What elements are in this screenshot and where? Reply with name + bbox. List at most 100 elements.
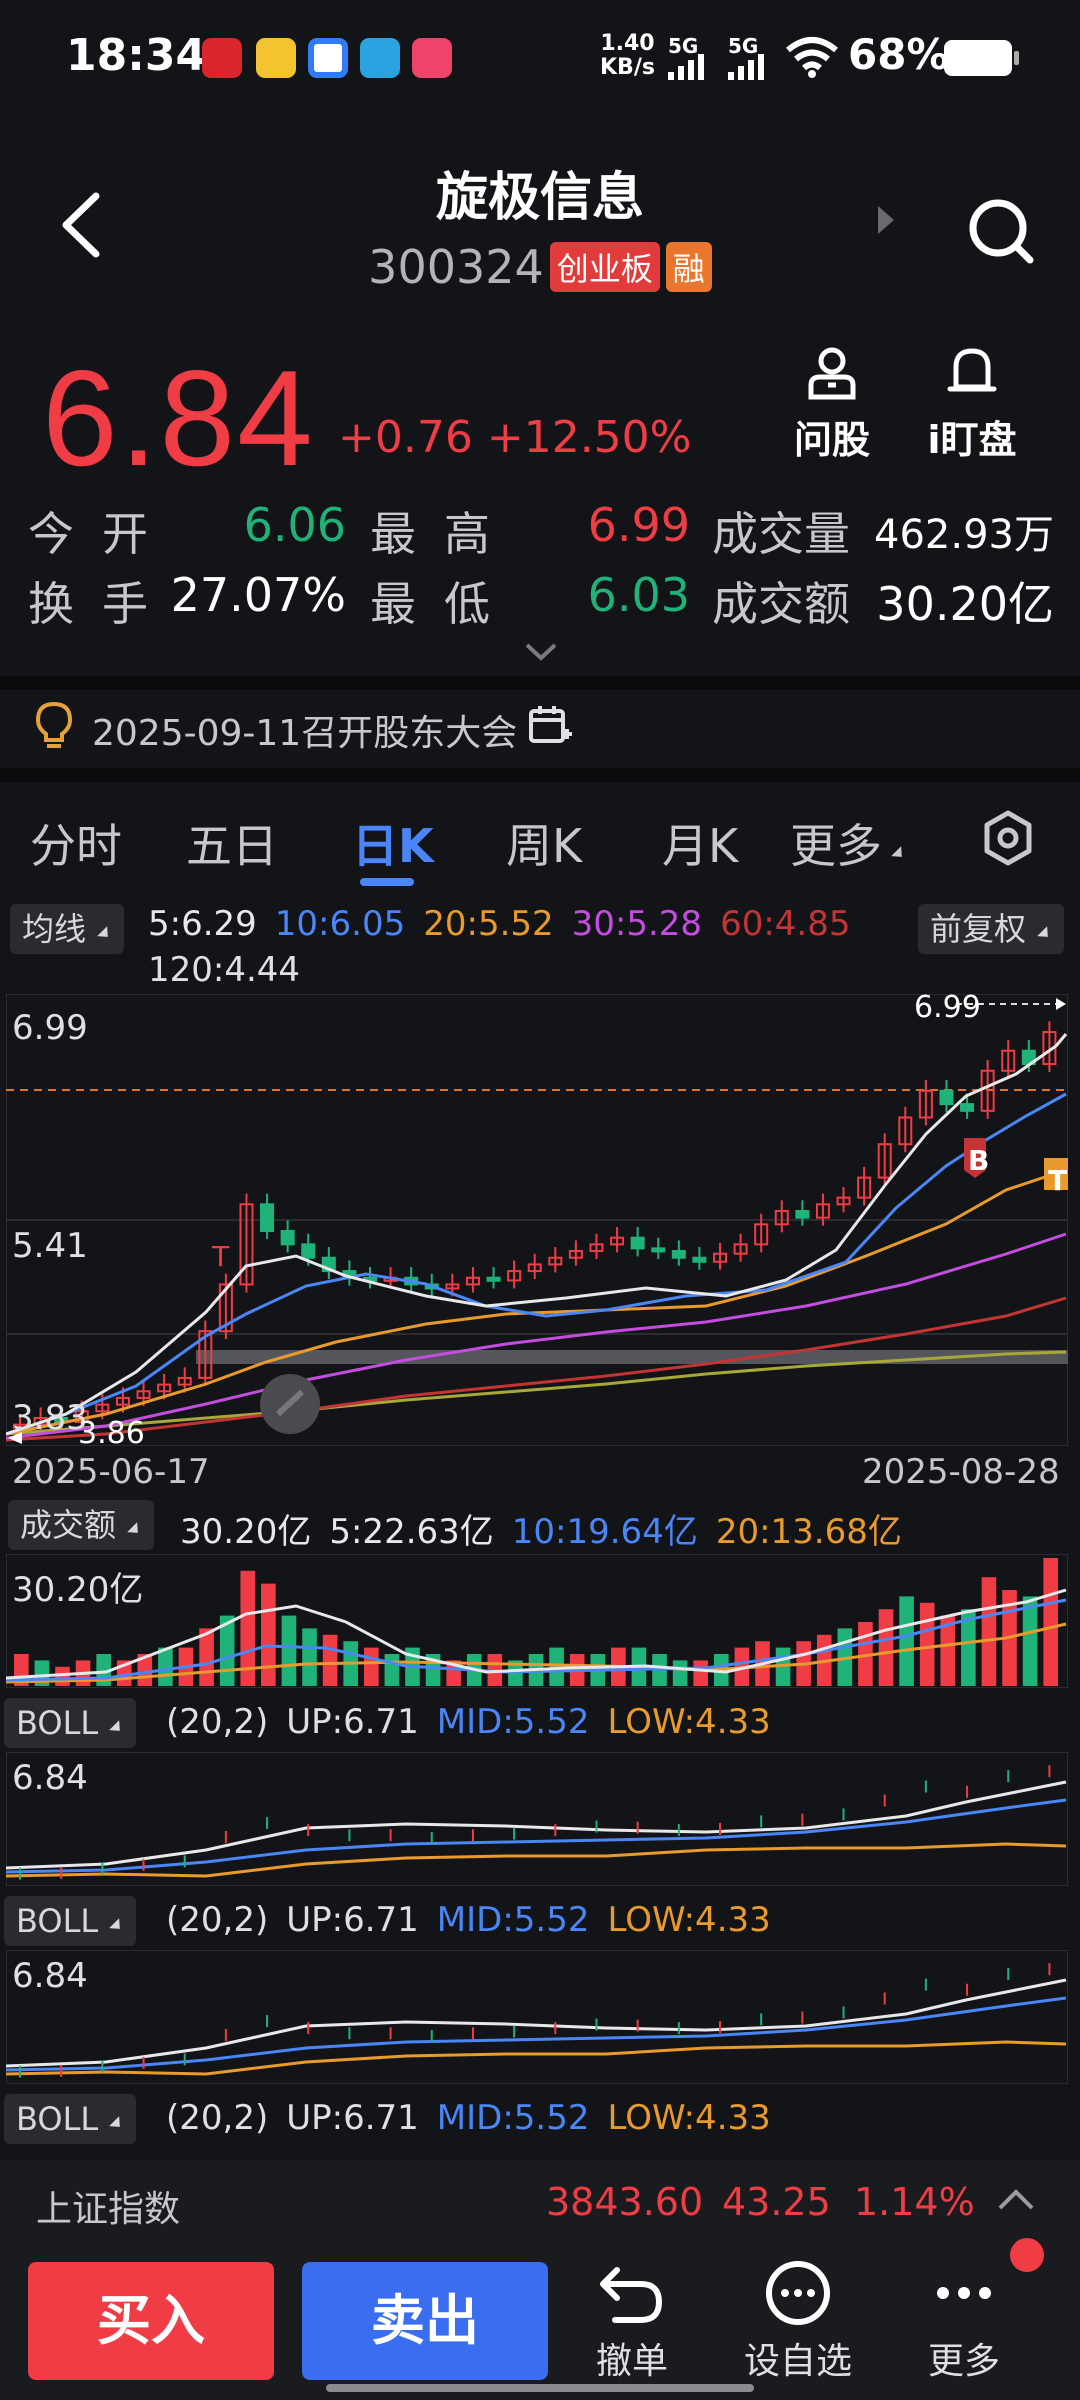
candle: [568, 1250, 583, 1259]
t-marker[interactable]: T: [1048, 1164, 1068, 1197]
candle: [301, 1243, 316, 1259]
weibo-icon: [256, 38, 296, 78]
ma120-line: [6, 1350, 1067, 1436]
candle: [980, 1069, 995, 1112]
search-icon[interactable]: [966, 196, 1036, 266]
ma-selector[interactable]: 均线: [10, 904, 125, 954]
boll-chart-1[interactable]: [6, 1752, 1068, 1886]
amount-bar: [384, 1654, 400, 1686]
low-value: 6.03: [587, 568, 690, 622]
notice-text[interactable]: 2025-09-11召开股东大会: [92, 713, 518, 754]
amount-chart-frame[interactable]: [6, 1554, 1068, 1688]
candle: [157, 1383, 172, 1393]
signal-icon: [728, 54, 764, 80]
candle: [198, 1330, 213, 1379]
candle: [527, 1263, 542, 1273]
back-icon[interactable]: [58, 190, 102, 260]
boll-low-line: [6, 2040, 1067, 2076]
boll-chart-frame-1[interactable]: [6, 1752, 1068, 1886]
index-bar[interactable]: [0, 2160, 1080, 2250]
kline-axis-high: 6.99: [12, 1008, 88, 1048]
index-pct: 1.14%: [854, 2180, 975, 2224]
amount-value: 30.20亿: [876, 577, 1054, 631]
add-watchlist-button[interactable]: 设自选: [728, 2258, 868, 2384]
more-button[interactable]: 更多: [894, 2258, 1034, 2384]
t-signal-marker[interactable]: T: [212, 1240, 230, 1273]
tab-monthly-k[interactable]: 月K: [662, 819, 739, 873]
index-change: 43.25: [722, 2180, 831, 2224]
bell-icon: [947, 348, 997, 392]
battery-icon: [944, 40, 1019, 76]
stock-code-row: 300324 创业板融: [0, 240, 1080, 296]
home-indicator[interactable]: [326, 2384, 754, 2392]
amount-bar: [1022, 1596, 1038, 1686]
board-tag: 创业板: [549, 241, 660, 292]
buy-button[interactable]: 买入: [28, 2262, 274, 2380]
b-marker[interactable]: B: [968, 1144, 990, 1177]
amount-axis: 30.20亿: [12, 1570, 144, 1610]
boll-chart-frame-2[interactable]: [6, 1950, 1068, 2084]
tab-five-day[interactable]: 五日: [186, 819, 278, 873]
amount-chart[interactable]: [6, 1554, 1068, 1688]
candle: [465, 1276, 480, 1286]
candle: [507, 1270, 522, 1282]
boll-selector-3[interactable]: BOLL: [4, 2094, 137, 2144]
tab-more[interactable]: 更多: [790, 810, 907, 876]
boll-up-line: [6, 1780, 1067, 1870]
next-stock-icon[interactable]: [876, 204, 896, 236]
settings-icon[interactable]: [980, 810, 1036, 866]
more-dots-icon: [937, 2287, 991, 2299]
adjust-selector[interactable]: 前复权: [918, 904, 1065, 954]
boll-chart-2[interactable]: [6, 1950, 1068, 2084]
end-date: 2025-08-28: [862, 1452, 1060, 1492]
candle: [177, 1376, 192, 1386]
ma5-line: [6, 1033, 1068, 1436]
wifi-icon: [786, 37, 838, 78]
status-time: 18:34: [66, 30, 207, 81]
boll-mid-line: [6, 1996, 1067, 2072]
start-date: 2025-06-17: [12, 1452, 210, 1492]
stock-code: 300324: [368, 240, 544, 294]
boll-mid-line: [6, 1798, 1067, 1874]
boll-selector-1[interactable]: BOLL: [4, 1698, 137, 1748]
amount-bar: [1043, 1558, 1058, 1686]
telegram-icon: [360, 38, 400, 78]
candle: [445, 1283, 460, 1290]
signal-icon: [668, 54, 704, 80]
amount-bar: [549, 1647, 564, 1686]
amount-selector[interactable]: 成交额: [8, 1500, 155, 1550]
ask-stock-button[interactable]: 问股: [772, 345, 892, 464]
chevron-down-icon[interactable]: [524, 642, 558, 662]
candle: [795, 1209, 810, 1219]
ask-stock-icon: [808, 347, 856, 400]
amount-bar: [693, 1660, 708, 1686]
candle: [713, 1252, 727, 1263]
candle: [774, 1209, 789, 1226]
price-change: +0.76 +12.50%: [338, 412, 692, 463]
candle: [754, 1223, 769, 1246]
candle: [671, 1250, 686, 1259]
candle: [692, 1256, 707, 1263]
amount-label: 成交额: [712, 577, 850, 631]
tab-weekly-k[interactable]: 周K: [506, 819, 583, 873]
min-price-marker: 3.86: [78, 1416, 145, 1451]
signal-label-2: 5G: [728, 34, 759, 58]
chevron-up-icon[interactable]: [996, 2186, 1036, 2212]
tab-intraday[interactable]: 分时: [30, 819, 122, 873]
calendar-add-icon[interactable]: [528, 704, 572, 746]
candle: [836, 1196, 851, 1206]
tab-daily-k[interactable]: 日K: [352, 819, 434, 873]
current-price: 6.84: [42, 342, 315, 494]
open-value: 6.06: [243, 498, 346, 552]
watch-button[interactable]: i盯盘: [912, 345, 1032, 464]
cancel-order-button[interactable]: 撤单: [562, 2258, 702, 2384]
turnover-value: 27.07%: [170, 568, 346, 622]
ma20-value: 20:5.52: [423, 904, 554, 944]
kline-chart[interactable]: [6, 994, 1068, 1446]
amount-bar: [281, 1615, 297, 1686]
candle: [610, 1236, 625, 1246]
candle: [918, 1089, 933, 1119]
signal-label-1: 5G: [668, 34, 699, 58]
sell-button[interactable]: 卖出: [302, 2262, 548, 2380]
boll-selector-2[interactable]: BOLL: [4, 1896, 137, 1946]
